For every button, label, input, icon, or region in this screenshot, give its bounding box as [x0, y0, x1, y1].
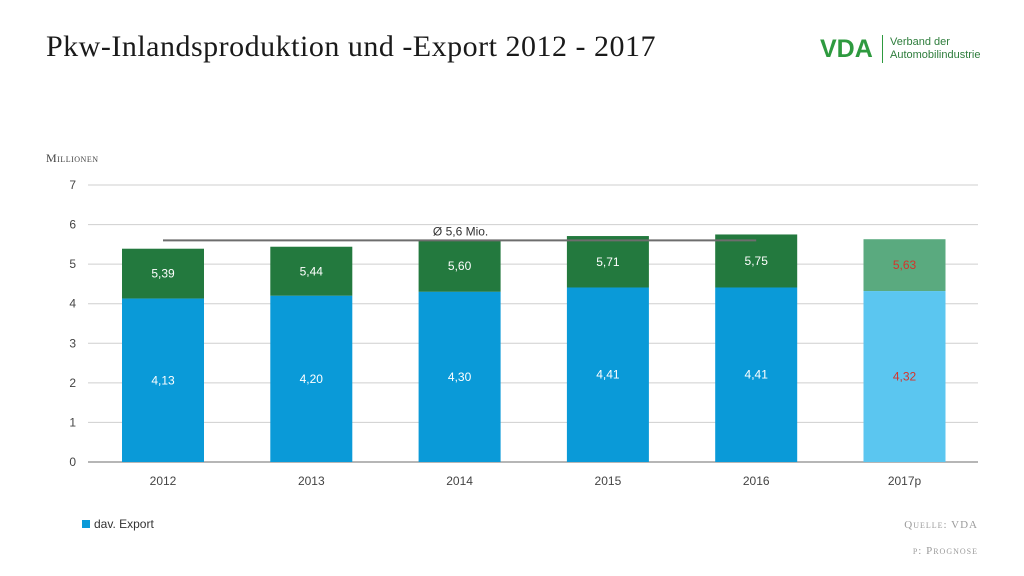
data-label-total: 5,39	[151, 267, 175, 281]
y-axis-unit-label: Millionen	[46, 151, 99, 165]
data-label-export: 4,20	[300, 372, 324, 386]
y-tick-label: 0	[69, 455, 76, 469]
bar-production	[270, 246, 353, 296]
data-label-total: 5,60	[448, 259, 472, 273]
x-tick-label: 2014	[446, 474, 473, 488]
logo-text: Verband der Automobilindustrie	[890, 36, 981, 62]
y-tick-label: 4	[69, 297, 76, 311]
y-tick-label: 2	[69, 376, 76, 390]
x-tick-label: 2015	[595, 474, 622, 488]
bar-production	[122, 248, 204, 299]
y-tick-label: 6	[69, 218, 76, 232]
bar-production	[566, 236, 649, 288]
logo-divider	[882, 35, 883, 63]
y-tick-label: 3	[69, 336, 76, 350]
data-label-total: 5,44	[300, 264, 324, 278]
bar-export	[418, 291, 501, 462]
x-tick-label: 2012	[150, 474, 177, 488]
x-tick-label: 2017p	[888, 474, 922, 488]
source-note: Quelle: VDA	[904, 519, 978, 531]
x-tick-label: 2013	[298, 474, 325, 488]
forecast-footnote: p: Prognose	[912, 545, 978, 557]
data-label-export: 4,30	[448, 370, 472, 384]
y-tick-label: 7	[69, 178, 76, 192]
bar-export	[122, 298, 204, 462]
page-title: Pkw-Inlandsproduktion und -Export 2012 -…	[46, 30, 656, 63]
bar-export	[270, 295, 353, 462]
logo-mark: VDA	[820, 35, 873, 63]
bar-export	[715, 287, 798, 462]
y-tick-label: 5	[69, 257, 76, 271]
bar-production	[418, 240, 501, 292]
data-label-total: 5,71	[596, 255, 620, 269]
data-label-export: 4,13	[151, 373, 175, 387]
bar-production	[863, 239, 946, 292]
data-label-total: 5,75	[745, 254, 769, 268]
data-label-export: 4,41	[596, 368, 620, 382]
legend-swatch-export	[82, 520, 90, 528]
legend-label-export: dav. Export	[94, 517, 154, 531]
logo-text-line1: Verband der	[890, 36, 950, 48]
bar-export	[863, 291, 946, 462]
bar-export	[566, 287, 649, 462]
logo-text-line2: Automobilindustrie	[890, 49, 981, 61]
average-label: Ø 5,6 Mio.	[433, 224, 488, 238]
data-label-export: 4,41	[745, 368, 769, 382]
data-label-total: 5,63	[893, 258, 917, 272]
x-tick-label: 2016	[743, 474, 770, 488]
y-tick-label: 1	[69, 415, 76, 429]
bar-production	[715, 234, 798, 288]
data-label-export: 4,32	[893, 370, 917, 384]
